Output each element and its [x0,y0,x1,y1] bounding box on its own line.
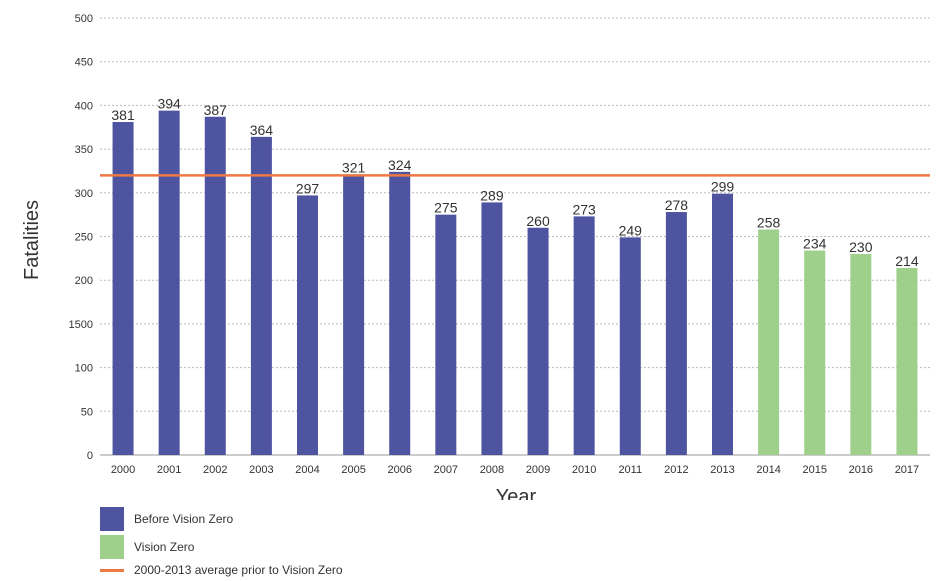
x-tick-label-2012: 2012 [664,464,688,476]
y-axis-title: Fatalities [21,200,43,280]
gridlines [100,17,930,456]
x-tick-label-2008: 2008 [480,464,504,476]
bar-2005 [343,174,365,456]
legend-item-vision-zero: Vision Zero [100,533,343,561]
x-tick-label-2015: 2015 [802,464,826,476]
x-tick-label-2006: 2006 [387,464,411,476]
x-tick-label-2016: 2016 [849,464,873,476]
x-tick-label-2007: 2007 [434,464,458,476]
y-tick-label: 450 [75,57,93,69]
legend-item-before-vision-zero: Before Vision Zero [100,505,343,533]
x-tick-label-2011: 2011 [618,464,642,476]
bar-2010 [573,216,595,455]
y-tick-label: 350 [75,144,93,156]
data-label-2001: 394 [157,96,181,112]
data-label-2011: 249 [619,222,643,238]
data-label-2002: 387 [204,102,228,118]
bar-2008 [481,202,503,455]
bar-2003 [250,136,272,455]
data-label-2003: 364 [250,122,274,138]
x-tick-label-2010: 2010 [572,464,596,476]
bar-2006 [389,171,411,455]
legend: Before Vision Zero Vision Zero 2000-2013… [100,505,343,579]
bar-2011 [619,237,641,455]
y-tick-label: 100 [75,363,93,375]
x-axis-title: Year [496,486,537,500]
data-label-2017: 214 [895,253,919,269]
bar-2017 [896,267,918,455]
y-tick-label: 500 [75,13,93,25]
bar-2013 [712,193,733,455]
x-tick-label-2002: 2002 [203,464,227,476]
legend-line-average [100,568,124,572]
data-label-2004: 297 [296,180,320,196]
data-label-2006: 324 [388,157,412,173]
legend-label-average: 2000-2013 average prior to Vision Zero [134,563,343,577]
data-label-2013: 299 [711,179,735,195]
data-label-2007: 275 [434,200,458,216]
x-tick-label-2017: 2017 [895,464,919,476]
data-label-2016: 230 [849,239,873,255]
legend-label-vision-zero: Vision Zero [134,540,195,554]
bars: 381 394 387 364 297 321 324 275 289 260 273 249 278 2… [111,96,919,456]
y-tick-label: 1500 [69,319,93,331]
x-tick-label-2001: 2001 [157,464,181,476]
data-label-2014: 258 [757,215,781,231]
bar-2016 [850,253,872,455]
legend-label-before: Before Vision Zero [134,512,234,526]
y-tick-label: 250 [75,232,93,244]
data-label-2009: 260 [526,213,550,229]
data-label-2000: 381 [111,107,135,123]
y-tick-label: 300 [75,188,93,200]
data-label-2008: 289 [480,187,504,203]
x-tick-label-2004: 2004 [295,464,319,476]
y-tick-label: 0 [87,450,93,462]
y-tick-label: 200 [75,275,93,287]
data-label-2010: 273 [572,201,596,217]
bar-2000 [112,122,134,456]
x-axis-ticks: 2000 2001 2002 2003 2004 2005 2006 2007 2008 2009… [111,464,919,476]
y-axis-ticks: 0 50 100 1500 200 250 300 350 400 450 500 [69,13,93,462]
data-label-2015: 234 [803,235,827,251]
data-label-2012: 278 [665,197,689,213]
x-tick-label-2005: 2005 [341,464,365,476]
bar-2001 [158,110,180,456]
x-tick-label-2009: 2009 [526,464,550,476]
bar-2002 [204,116,226,456]
data-label-2005: 321 [342,159,366,175]
y-tick-label: 50 [81,406,93,418]
x-tick-label-2014: 2014 [756,464,780,476]
x-tick-label-2003: 2003 [249,464,273,476]
legend-item-average-line: 2000-2013 average prior to Vision Zero [100,561,343,579]
bar-2012 [665,212,687,455]
x-tick-label-2013: 2013 [710,464,734,476]
x-tick-label-2000: 2000 [111,464,135,476]
legend-swatch-before [100,507,124,531]
bar-2007 [435,214,457,455]
bar-2009 [527,227,549,455]
y-tick-label: 400 [75,100,93,112]
bar-2004 [297,195,318,455]
bar-2015 [804,250,826,455]
legend-swatch-vision-zero [100,535,124,559]
bar-2014 [758,229,780,455]
